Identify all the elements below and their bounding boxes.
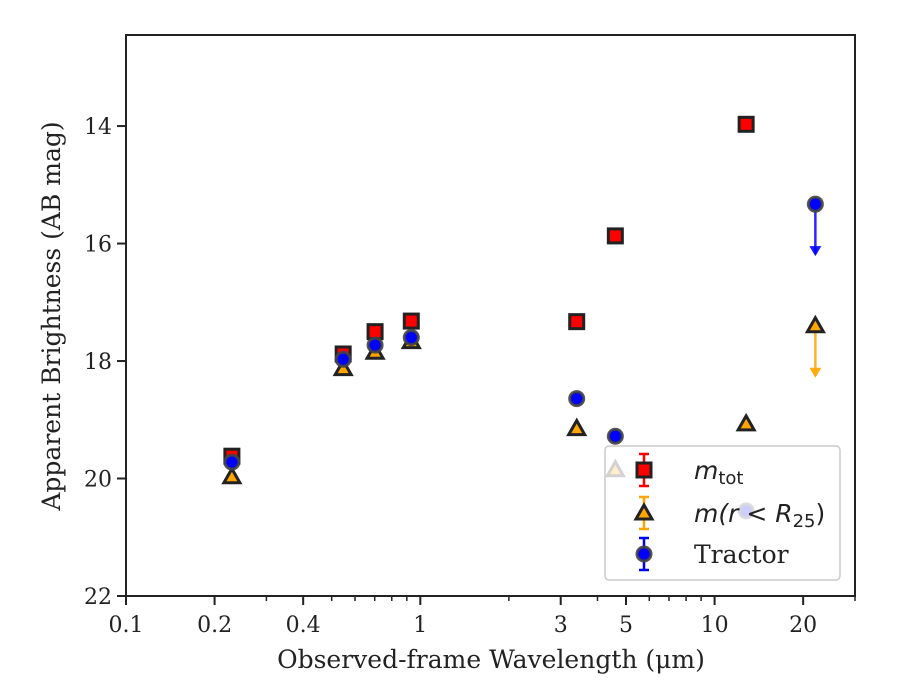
x-tick-label: 20 [789, 613, 817, 638]
data-point-circle [606, 427, 624, 445]
legend-marker-circle [635, 545, 653, 563]
legend-box [604, 445, 841, 581]
x-tick-label: 5 [619, 613, 633, 638]
legend-label: mtot [694, 456, 744, 489]
legend-marker-square [635, 461, 653, 479]
data-point-square [568, 313, 586, 331]
x-tick-label: 10 [701, 613, 729, 638]
data-point-circle [366, 336, 384, 354]
upper-limit-arrow [809, 246, 822, 257]
y-axis-title: Apparent Brightness (AB mag) [37, 121, 66, 511]
legend: mtot m(r < R25) Tractor [604, 445, 841, 581]
x-axis-title: Observed-frame Wavelength (μm) [277, 645, 705, 674]
legend-entry: mtot [635, 452, 744, 489]
legend-entry: m(r < R25) [633, 495, 825, 532]
upper-limit-point-triangle [804, 314, 826, 334]
x-tick-label: 0.1 [109, 613, 144, 638]
x-tick-label: 0.2 [197, 613, 232, 638]
data-point-circle [223, 453, 241, 471]
legend-label: m(r < R25) [694, 499, 825, 532]
y-tick-label: 16 [84, 233, 112, 258]
data-point-circle [402, 329, 420, 347]
legend-entry: Tractor [635, 536, 789, 572]
y-tick-label: 20 [84, 468, 112, 493]
data-point-triangle [221, 465, 243, 485]
x-tick-label: 3 [554, 613, 568, 638]
data-point-square [402, 312, 420, 330]
data-point-circle [334, 350, 352, 368]
y-tick-label: 18 [84, 350, 112, 375]
y-tick-label: 22 [84, 585, 112, 610]
data-point-triangle [735, 412, 757, 432]
y-axis: 14 16 18 20 22 [84, 115, 126, 610]
data-point-square [737, 115, 755, 133]
data-point-triangle [566, 417, 588, 437]
x-axis: 0.1 0.2 0.4 1 3 5 10 20 [109, 596, 856, 638]
y-tick-label: 14 [84, 115, 112, 140]
upper-limit-arrow [809, 367, 822, 378]
series-square [223, 115, 755, 465]
x-tick-label: 1 [413, 613, 427, 638]
data-point-circle [568, 390, 586, 408]
plot-frame [125, 34, 856, 597]
data-point-square [606, 227, 624, 245]
legend-marker-triangle [633, 501, 655, 521]
x-tick-label: 0.4 [286, 613, 321, 638]
upper-limit-point-circle [806, 195, 824, 213]
legend-label: Tractor [694, 540, 789, 569]
data-point-square [366, 323, 384, 341]
